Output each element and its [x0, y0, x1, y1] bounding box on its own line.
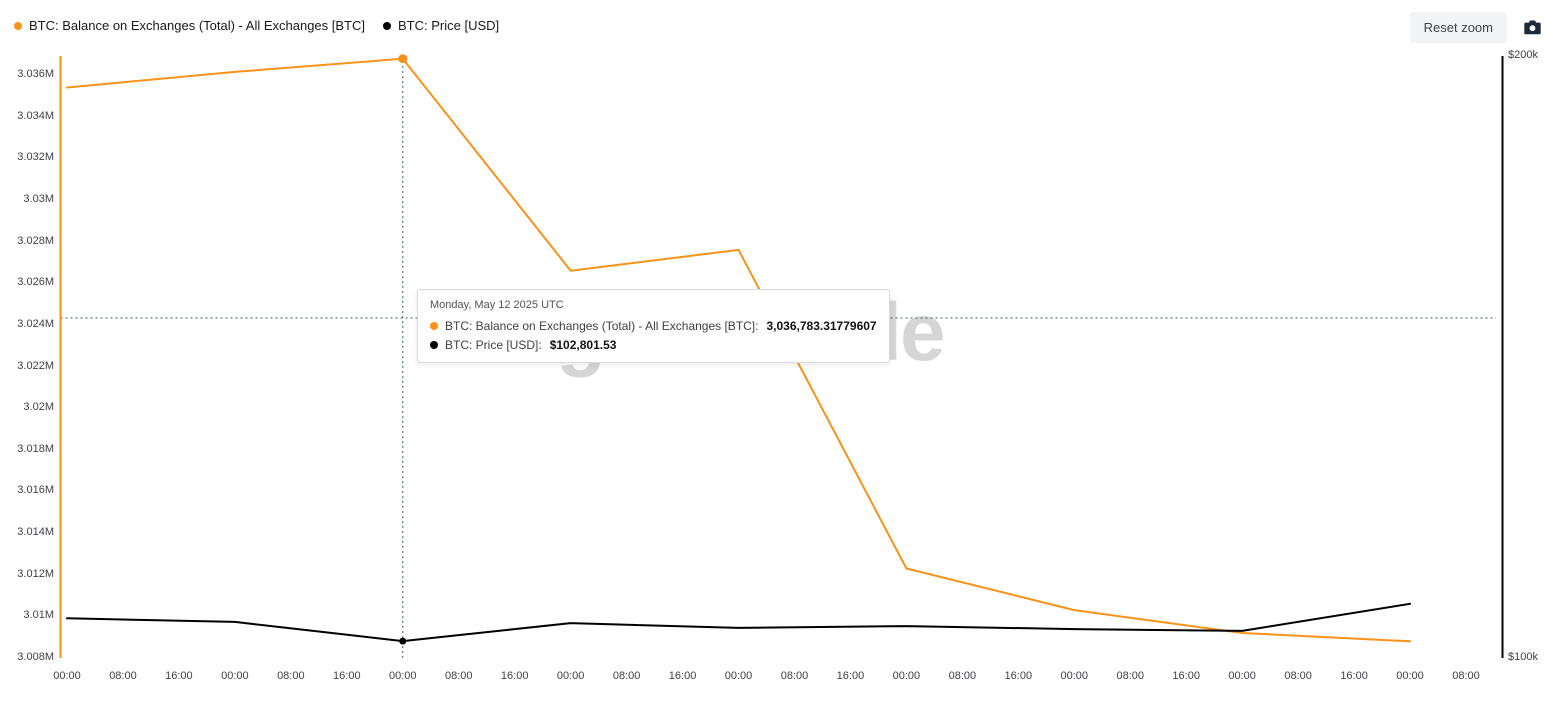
price-hover-marker [399, 637, 407, 645]
tooltip-series-dot-icon [430, 322, 438, 330]
legend-label: BTC: Price [USD] [398, 18, 500, 33]
tooltip-row: BTC: Balance on Exchanges (Total) - All … [430, 319, 877, 333]
balance-series-line [66, 57, 1412, 643]
balance-hover-marker [398, 54, 408, 64]
legend-item[interactable]: BTC: Price [USD] [383, 18, 499, 33]
tooltip-series-label: BTC: Balance on Exchanges (Total) - All … [445, 319, 759, 333]
tooltip-series-value: $102,801.53 [549, 338, 617, 352]
topbar-actions: Reset zoom [1409, 12, 1545, 43]
chart-legend: BTC: Balance on Exchanges (Total) - All … [14, 12, 499, 33]
tooltip-date: Monday, May 12 2025 UTC [430, 299, 564, 311]
legend-label: BTC: Balance on Exchanges (Total) - All … [29, 18, 365, 33]
reset-zoom-button[interactable]: Reset zoom [1409, 12, 1507, 43]
topbar: BTC: Balance on Exchanges (Total) - All … [0, 0, 1553, 43]
legend-dot-icon [14, 21, 22, 30]
tooltip-series-dot-icon [430, 341, 438, 349]
tooltip-series-label: BTC: Price [USD]: [445, 338, 542, 352]
legend-dot-icon [383, 21, 391, 30]
tooltip-rows: BTC: Balance on Exchanges (Total) - All … [430, 319, 877, 352]
chart-tooltip: Monday, May 12 2025 UTC BTC: Balance on … [417, 289, 890, 363]
tooltip-series-value: 3,036,783.31779607 [766, 319, 877, 333]
price-series-line [66, 602, 1412, 643]
tooltip-row: BTC: Price [USD]: $102,801.53 [430, 338, 877, 352]
camera-icon[interactable] [1520, 18, 1545, 37]
camera-icon-glyph [1524, 20, 1541, 35]
legend-item[interactable]: BTC: Balance on Exchanges (Total) - All … [14, 18, 365, 33]
